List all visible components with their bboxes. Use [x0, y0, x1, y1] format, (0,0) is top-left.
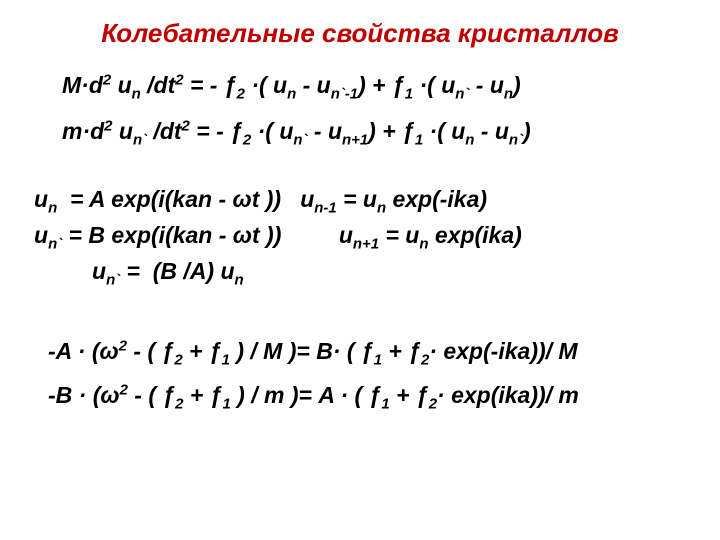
equation-dispersion-a: -A · (ω2 - ( ƒ2 + ƒ1 ) / M )= B· ( ƒ1 + … — [48, 338, 578, 365]
equation-ansatz-b: un` = B exp(i(kan - ωt )) un+1 = un exp(… — [34, 222, 522, 249]
equation-dispersion-b: -B · (ω2 - ( ƒ2 + ƒ1 ) / m )= A · ( ƒ1 +… — [48, 382, 579, 409]
equation-motion-big-mass: M·d2 un /dt2 = - ƒ2 ·( un - un`-1) + ƒ1 … — [62, 72, 521, 99]
slide-title: Колебательные свойства кристаллов — [0, 18, 720, 49]
equation-ratio: un` = (B /A) un — [92, 258, 244, 285]
equation-motion-small-mass: m·d2 un` /dt2 = - ƒ2 ·( un` - un+1) + ƒ1… — [62, 118, 531, 145]
equation-ansatz-a: un = A exp(i(kan - ωt )) un-1 = un exp(-… — [34, 186, 487, 213]
